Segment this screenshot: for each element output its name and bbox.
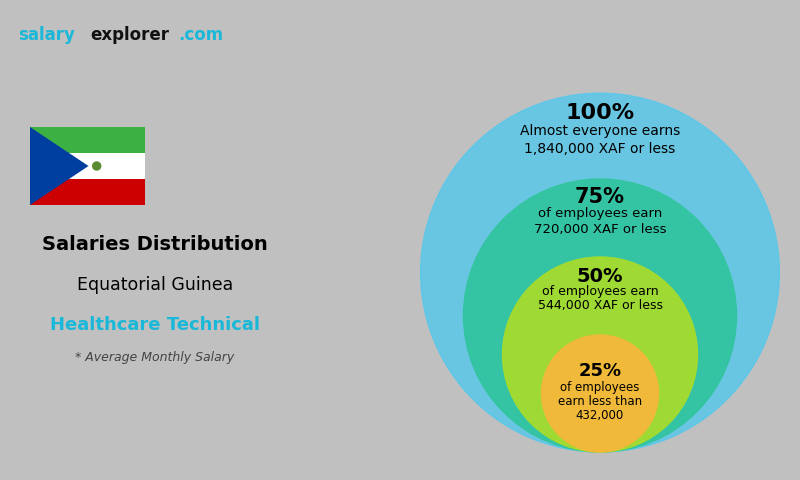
Text: 75%: 75% bbox=[575, 187, 625, 207]
Text: .com: .com bbox=[178, 26, 223, 44]
Polygon shape bbox=[30, 127, 89, 205]
Text: Salaries Distribution: Salaries Distribution bbox=[42, 236, 268, 254]
Text: 25%: 25% bbox=[578, 362, 622, 381]
Text: * Average Monthly Salary: * Average Monthly Salary bbox=[75, 351, 234, 364]
Text: earn less than: earn less than bbox=[558, 395, 642, 408]
Circle shape bbox=[542, 335, 658, 452]
Text: 432,000: 432,000 bbox=[576, 409, 624, 422]
Text: salary: salary bbox=[18, 26, 75, 44]
Text: Almost everyone earns: Almost everyone earns bbox=[520, 124, 680, 138]
Text: 1,840,000 XAF or less: 1,840,000 XAF or less bbox=[524, 142, 676, 156]
Text: of employees earn: of employees earn bbox=[538, 206, 662, 219]
Bar bbox=[30, 179, 145, 205]
Circle shape bbox=[502, 257, 698, 452]
Text: of employees earn: of employees earn bbox=[542, 285, 658, 298]
Bar bbox=[30, 153, 145, 179]
Text: 720,000 XAF or less: 720,000 XAF or less bbox=[534, 223, 666, 236]
Text: 50%: 50% bbox=[577, 266, 623, 286]
Text: 544,000 XAF or less: 544,000 XAF or less bbox=[538, 299, 662, 312]
Text: 100%: 100% bbox=[566, 103, 634, 123]
Text: Equatorial Guinea: Equatorial Guinea bbox=[77, 276, 233, 294]
Circle shape bbox=[463, 179, 737, 452]
Bar bbox=[30, 127, 145, 153]
Text: Healthcare Technical: Healthcare Technical bbox=[50, 316, 260, 334]
Circle shape bbox=[93, 162, 101, 170]
Text: of employees: of employees bbox=[560, 381, 640, 394]
Circle shape bbox=[421, 93, 779, 452]
Text: explorer: explorer bbox=[90, 26, 169, 44]
